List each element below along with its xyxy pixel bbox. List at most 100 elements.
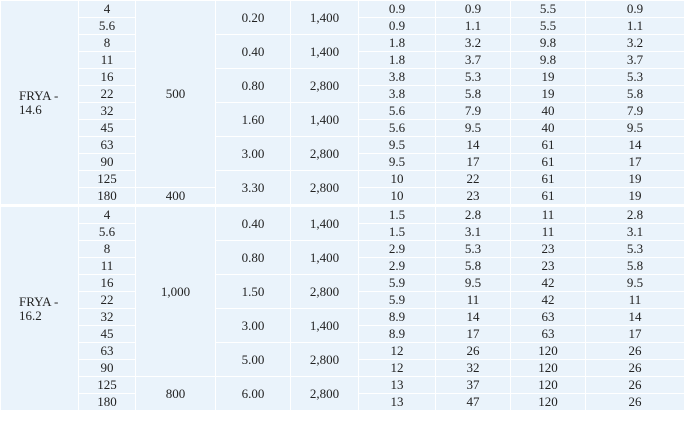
- ratio: 11: [78, 51, 136, 69]
- value-d: 7.9: [585, 102, 684, 120]
- table-row: 125 800 6.00 2,800 13 37 120 26: [1, 376, 684, 411]
- value-c: 23: [510, 240, 586, 258]
- value-b: 9.5: [435, 119, 511, 137]
- table-row: 8 0.80 1,400 2.9 5.3 23 5.3: [1, 240, 684, 275]
- ratio: 90: [78, 359, 136, 377]
- value-a: 0.9: [358, 0, 436, 18]
- speed: 0.80: [215, 240, 291, 275]
- value-c: 120: [510, 376, 586, 394]
- value-b: 7.9: [435, 102, 511, 120]
- value-b: 32: [435, 359, 511, 377]
- table-row: 45 8.9 17 63 17: [1, 325, 684, 343]
- value-d: 3.7: [585, 51, 684, 69]
- ratio: 22: [78, 85, 136, 103]
- value-c: 11: [510, 204, 586, 224]
- value-d: 5.8: [585, 85, 684, 103]
- value-c: 40: [510, 102, 586, 120]
- value-b: 0.9: [435, 0, 511, 18]
- value-b: 3.2: [435, 34, 511, 52]
- value-b: 37: [435, 376, 511, 394]
- value-a: 3.8: [358, 68, 436, 86]
- value-d: 17: [585, 153, 684, 171]
- value-b: 3.1: [435, 223, 511, 241]
- value-a: 8.9: [358, 308, 436, 326]
- value-a: 9.5: [358, 153, 436, 171]
- rpm: 1,400: [290, 102, 359, 137]
- value-c: 42: [510, 291, 586, 309]
- value-b: 5.3: [435, 68, 511, 86]
- value-d: 14: [585, 308, 684, 326]
- value-c: 63: [510, 308, 586, 326]
- table-row: 32 3.00 1,400 8.9 14 63 14: [1, 308, 684, 343]
- value-b: 5.3: [435, 240, 511, 258]
- load: 1,000: [135, 204, 216, 377]
- speed: 0.40: [215, 204, 291, 241]
- rpm: 2,800: [290, 136, 359, 171]
- value-c: 5.5: [510, 0, 586, 18]
- ratio: 5.6: [78, 223, 136, 241]
- value-b: 11: [435, 291, 511, 309]
- rpm: 2,800: [290, 342, 359, 377]
- rpm: 1,400: [290, 0, 359, 35]
- value-d: 2.8: [585, 204, 684, 224]
- table-row: 16 0.80 2,800 3.8 5.3 19 5.3: [1, 68, 684, 103]
- value-c: 5.5: [510, 17, 586, 35]
- speed: 6.00: [215, 376, 291, 411]
- value-a: 1.8: [358, 51, 436, 69]
- table-row: FRYA - 16.2 4 1,000 0.40 1,400 1.5 2.8 11 2.8: [0, 204, 684, 411]
- value-c: 120: [510, 359, 586, 377]
- value-c: 61: [510, 187, 586, 206]
- value-b: 9.5: [435, 274, 511, 292]
- table-row: 90 12 32 120 26: [1, 359, 684, 377]
- ratio: 8: [78, 34, 136, 52]
- speed: 1.50: [215, 274, 291, 309]
- value-a: 3.8: [358, 85, 436, 103]
- table-row: 90 9.5 17 61 17: [1, 153, 684, 171]
- ratio: 90: [78, 153, 136, 171]
- value-d: 17: [585, 325, 684, 343]
- value-a: 0.9: [358, 17, 436, 35]
- table-row: 8 0.40 1,400 1.8 3.2 9.8 3.2: [1, 34, 684, 69]
- table-row: FRYA - 14.6 4 500 0.20 1,400 0.9 0.9 5.5 0.9: [0, 0, 684, 206]
- load: 500: [135, 0, 216, 188]
- ratio: 16: [78, 68, 136, 86]
- value-b: 5.8: [435, 257, 511, 275]
- rpm: 2,800: [290, 68, 359, 103]
- value-a: 12: [358, 342, 436, 360]
- value-c: 9.8: [510, 34, 586, 52]
- value-c: 120: [510, 393, 586, 411]
- value-a: 12: [358, 359, 436, 377]
- table-row: 45 5.6 9.5 40 9.5: [1, 119, 684, 137]
- table-row: 180 400 10 23 61 19: [1, 187, 684, 206]
- value-b: 14: [435, 136, 511, 154]
- table-row: 63 5.00 2,800 12 26 120 26: [1, 342, 684, 377]
- value-c: 63: [510, 325, 586, 343]
- value-b: 3.7: [435, 51, 511, 69]
- value-a: 1.5: [358, 223, 436, 241]
- value-a: 9.5: [358, 136, 436, 154]
- value-c: 61: [510, 153, 586, 171]
- load: 800: [135, 376, 216, 411]
- speed: 0.40: [215, 34, 291, 69]
- table-row: 125 3.30 2,800 10 22 61 19: [1, 170, 684, 206]
- rpm: 1,400: [290, 34, 359, 69]
- value-b: 26: [435, 342, 511, 360]
- value-d: 26: [585, 393, 684, 411]
- speed: 0.20: [215, 0, 291, 35]
- value-d: 9.5: [585, 119, 684, 137]
- value-a: 5.9: [358, 291, 436, 309]
- ratio: 45: [78, 119, 136, 137]
- ratio: 5.6: [78, 17, 136, 35]
- value-a: 5.6: [358, 102, 436, 120]
- rpm: 2,800: [290, 170, 359, 206]
- value-c: 11: [510, 223, 586, 241]
- ratio: 63: [78, 342, 136, 360]
- value-a: 1.5: [358, 204, 436, 224]
- speed: 1.60: [215, 102, 291, 137]
- table-row: 5.6 0.9 1.1 5.5 1.1: [1, 17, 684, 35]
- table-row: 11 2.9 5.8 23 5.8: [1, 257, 684, 275]
- value-a: 2.9: [358, 257, 436, 275]
- table-row: 180 13 47 120 26: [1, 393, 684, 411]
- ratio: 45: [78, 325, 136, 343]
- rpm: 1,400: [290, 308, 359, 343]
